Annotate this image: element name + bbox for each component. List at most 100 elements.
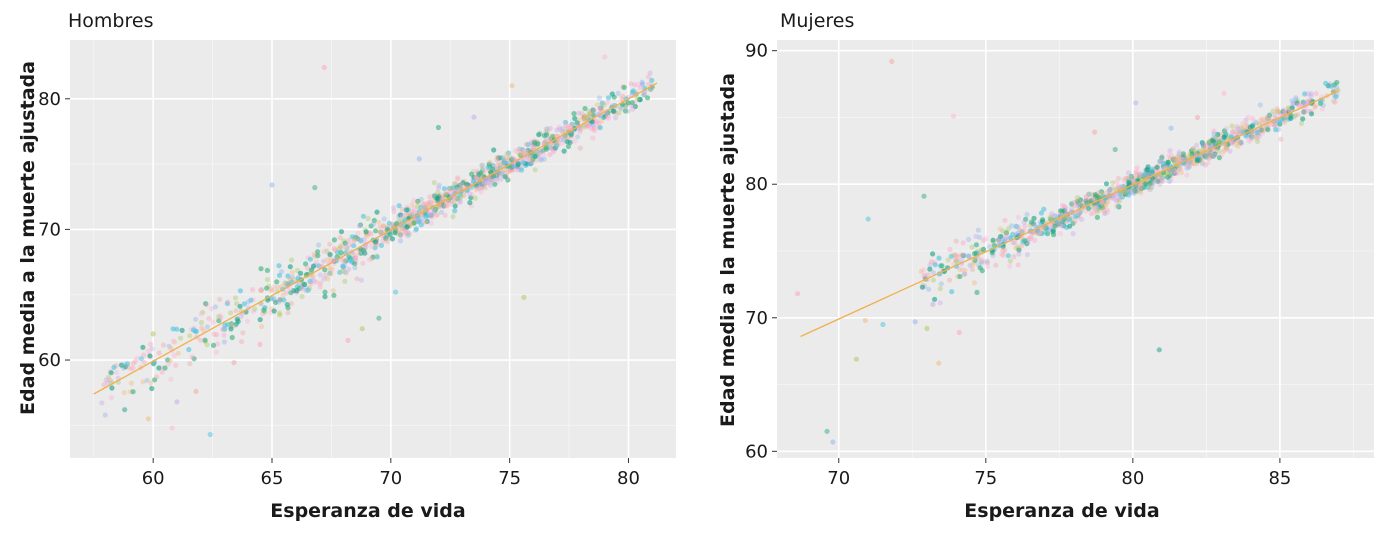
data-point (1005, 253, 1011, 259)
y-tick-label: 70 (745, 308, 768, 329)
data-point (1166, 153, 1172, 159)
y-axis-title: Edad media a la muerte ajustada (17, 61, 39, 415)
panel-hombres: Hombres 60 65 70 75 80 60 70 80 Esperanza de vi… (17, 10, 676, 522)
data-point (1201, 145, 1207, 151)
data-point (597, 106, 603, 113)
data-point (1040, 218, 1046, 224)
data-point (217, 313, 223, 319)
y-tick-label: 90 (745, 41, 768, 62)
outlier-point (471, 114, 477, 120)
data-point (1245, 114, 1251, 120)
data-point (495, 159, 501, 165)
data-point (144, 377, 150, 383)
data-point (520, 160, 526, 166)
data-point (418, 204, 424, 210)
data-point (191, 356, 197, 362)
data-point (206, 316, 212, 322)
data-point (479, 162, 485, 168)
data-point (953, 252, 959, 258)
data-point (1142, 181, 1148, 187)
outlier-point (376, 315, 382, 321)
data-point (1295, 112, 1301, 118)
data-point (404, 224, 410, 230)
data-point (591, 125, 597, 131)
data-point (1289, 98, 1295, 104)
data-point (1227, 148, 1233, 154)
data-point (962, 271, 968, 277)
data-point (604, 115, 610, 121)
outlier-point (590, 135, 596, 141)
data-point (373, 228, 379, 234)
data-point (204, 342, 210, 348)
data-point (1099, 199, 1106, 205)
data-point (1106, 188, 1112, 194)
data-point (960, 267, 966, 273)
data-point (424, 201, 430, 207)
data-point (1233, 141, 1239, 147)
data-point (1221, 148, 1227, 154)
data-point (1253, 119, 1259, 125)
data-point (282, 280, 288, 286)
data-point (1166, 178, 1172, 184)
data-point (168, 376, 174, 382)
data-point (222, 326, 228, 332)
data-point (275, 284, 281, 290)
data-point (370, 254, 376, 260)
data-point (1235, 126, 1241, 132)
data-point (565, 125, 571, 131)
data-point (108, 370, 114, 376)
data-point (999, 251, 1005, 257)
data-point (609, 91, 615, 97)
data-point (547, 152, 553, 158)
data-point (582, 105, 588, 112)
data-point (259, 323, 265, 330)
data-point (562, 135, 568, 141)
data-point (554, 143, 560, 149)
data-point (973, 242, 979, 248)
outlier-point (521, 294, 527, 300)
data-point (978, 258, 984, 264)
data-point (1215, 131, 1221, 138)
data-point (515, 149, 521, 155)
data-point (1158, 177, 1164, 183)
y-tick-label: 80 (745, 174, 768, 195)
data-point (1275, 108, 1281, 114)
data-point (547, 145, 554, 151)
data-point (500, 154, 506, 161)
data-point (1176, 157, 1183, 163)
data-point (1228, 134, 1234, 140)
data-point (1200, 146, 1206, 152)
data-point (997, 238, 1004, 244)
data-point (930, 251, 936, 257)
data-point (383, 235, 389, 241)
data-point (637, 84, 643, 90)
data-point (571, 111, 577, 117)
data-point (427, 210, 433, 216)
data-point (564, 122, 570, 128)
data-point (1010, 240, 1016, 246)
data-point (978, 247, 984, 253)
data-point (586, 124, 593, 130)
data-point (1016, 247, 1022, 253)
data-point (578, 126, 584, 132)
data-point (364, 233, 370, 239)
data-point (108, 395, 114, 401)
data-point (581, 115, 587, 121)
data-point (415, 217, 421, 223)
data-point (1266, 117, 1272, 123)
data-point (450, 199, 456, 205)
data-point (402, 228, 408, 234)
data-point (646, 81, 652, 87)
data-point (498, 176, 504, 182)
data-point (327, 265, 333, 271)
data-point (415, 198, 421, 204)
data-point (273, 299, 279, 305)
data-point (346, 254, 352, 260)
data-point (310, 263, 317, 269)
data-point (250, 308, 256, 314)
data-point (145, 348, 151, 354)
data-point (564, 139, 570, 145)
data-point (641, 92, 647, 98)
data-point (339, 257, 345, 263)
data-point (1295, 102, 1301, 108)
